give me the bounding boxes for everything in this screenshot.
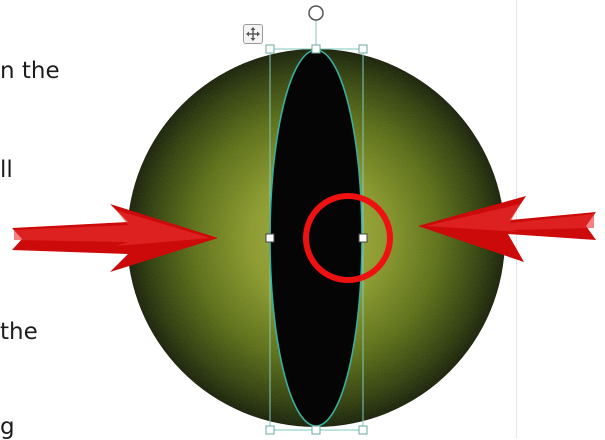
handle-bottom-left[interactable] — [265, 425, 275, 435]
rotation-handle[interactable] — [308, 5, 324, 21]
handle-bottom-middle[interactable] — [311, 425, 321, 435]
circle-highlight-icon — [303, 193, 393, 283]
arrow-right-icon — [12, 204, 218, 272]
pupil-shape[interactable] — [270, 50, 362, 426]
document-text-line-1: n the — [0, 58, 60, 84]
handle-middle-right[interactable] — [358, 233, 368, 243]
arrow-left-icon — [418, 196, 596, 262]
document-text-line-3: the — [0, 319, 38, 345]
handle-top-right[interactable] — [358, 44, 368, 54]
document-text-line-4: g — [0, 414, 15, 440]
handle-middle-left[interactable] — [265, 233, 275, 243]
handle-top-left[interactable] — [265, 44, 275, 54]
layout-options-button[interactable] — [243, 24, 263, 44]
move-arrows-icon — [246, 27, 260, 41]
document-text-line-2: ll — [0, 157, 13, 183]
handle-bottom-right[interactable] — [358, 425, 368, 435]
handle-top-middle[interactable] — [311, 44, 321, 54]
